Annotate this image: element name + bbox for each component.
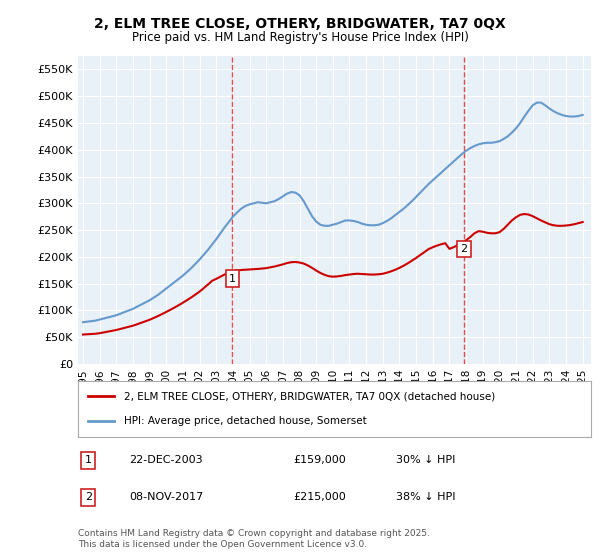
Text: Price paid vs. HM Land Registry's House Price Index (HPI): Price paid vs. HM Land Registry's House … xyxy=(131,31,469,44)
Text: 22-DEC-2003: 22-DEC-2003 xyxy=(130,455,203,465)
Text: 30% ↓ HPI: 30% ↓ HPI xyxy=(396,455,455,465)
Text: 38% ↓ HPI: 38% ↓ HPI xyxy=(396,492,455,502)
Text: 2: 2 xyxy=(460,244,467,254)
Text: £159,000: £159,000 xyxy=(293,455,346,465)
Text: Contains HM Land Registry data © Crown copyright and database right 2025.
This d: Contains HM Land Registry data © Crown c… xyxy=(78,529,430,549)
Text: HPI: Average price, detached house, Somerset: HPI: Average price, detached house, Some… xyxy=(124,416,367,426)
Text: 2: 2 xyxy=(85,492,92,502)
Text: 2, ELM TREE CLOSE, OTHERY, BRIDGWATER, TA7 0QX: 2, ELM TREE CLOSE, OTHERY, BRIDGWATER, T… xyxy=(94,17,506,31)
Text: 1: 1 xyxy=(229,274,236,284)
Text: 1: 1 xyxy=(85,455,92,465)
Text: 08-NOV-2017: 08-NOV-2017 xyxy=(130,492,203,502)
Text: £215,000: £215,000 xyxy=(293,492,346,502)
Text: 2, ELM TREE CLOSE, OTHERY, BRIDGWATER, TA7 0QX (detached house): 2, ELM TREE CLOSE, OTHERY, BRIDGWATER, T… xyxy=(124,391,496,402)
